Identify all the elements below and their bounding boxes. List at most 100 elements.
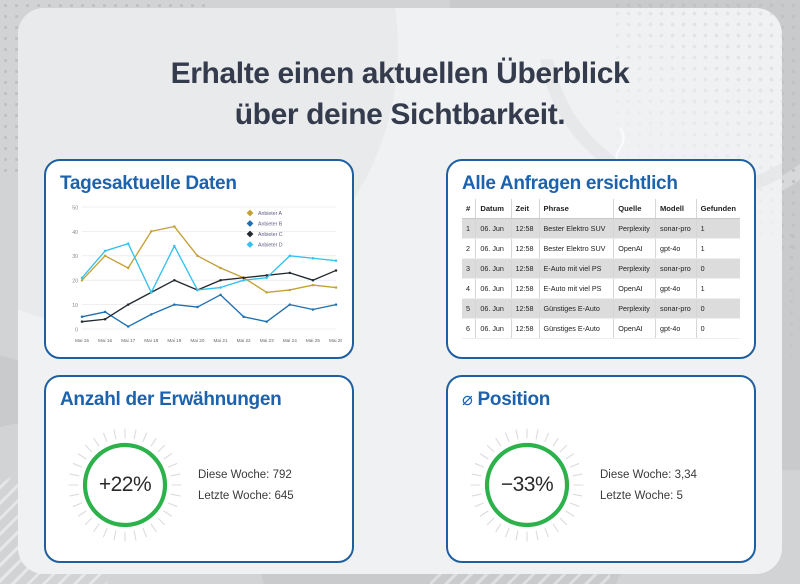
table-head: # Datum Zeit Phrase Quelle Modell Gefunden <box>462 199 740 219</box>
series-point <box>288 303 292 306</box>
table-cell: 06. Jun <box>475 258 511 279</box>
table-row[interactable]: 2 06. Jun 12:58 Bester Elektro SUV OpenAI gpt… <box>462 238 740 259</box>
table-cell: 12:58 <box>510 318 540 339</box>
series-point <box>103 254 107 258</box>
series-point <box>219 278 222 282</box>
table-cell: E-Auto mit viel PS <box>538 278 614 299</box>
headline-line-1: Erhalte einen aktuellen Überblick <box>170 57 630 90</box>
table-row[interactable]: 4 06. Jun 12:58 E-Auto mit viel PS OpenAI gpt… <box>462 278 740 299</box>
requests-table: # Datum Zeit Phrase Quelle Modell Gefunden 1 06… <box>462 199 740 339</box>
series-point <box>173 303 176 306</box>
table-row[interactable]: 6 06. Jun 12:58 Günstiges E-Auto OpenAI gpt-4… <box>462 318 740 339</box>
position-gauge: −33% <box>468 426 586 544</box>
gauge-ray <box>515 429 519 440</box>
table-cell: 12:58 <box>510 238 540 259</box>
gauge-ray <box>103 527 108 538</box>
legend-label: Anbieter C <box>258 232 283 238</box>
gauge-ray <box>77 453 87 460</box>
main-panel: Erhalte einen aktuellen Überblick über d… <box>18 8 782 574</box>
gauge-ray <box>93 437 100 447</box>
table-cell: Perplexity <box>613 298 656 319</box>
mentions-metric: +22% Diese Woche: 792 Letzte Woche: 645 <box>60 415 338 555</box>
gauge-ray <box>572 493 583 497</box>
table-cell: 12:58 <box>510 218 540 239</box>
series-point <box>150 313 153 316</box>
mentions-gauge-ring <box>82 442 168 528</box>
mentions-last-week: Letzte Woche: 645 <box>198 489 294 502</box>
table-cell: 5 <box>462 298 476 319</box>
gauge-ray <box>170 473 181 477</box>
x-axis-tick: Mai 16 <box>98 338 112 343</box>
y-axis-tick: 50 <box>72 205 78 211</box>
line-chart: 0 10 20 30 40 50 Mai 15 Mai 16 Mai 17 Mai 18 Mai 1… <box>60 199 342 349</box>
mentions-gauge-value: +22% <box>98 473 152 496</box>
table-col-0: # <box>462 199 476 219</box>
gauge-ray <box>535 530 539 541</box>
x-axis-tick: Mai 21 <box>214 338 228 343</box>
table-cell: 0 <box>695 298 740 319</box>
table-cell: Günstiges E-Auto <box>538 298 614 319</box>
table-header-row: # Datum Zeit Phrase Quelle Modell Gefunden <box>462 199 740 219</box>
table-row[interactable]: 1 06. Jun 12:58 Bester Elektro SUV Perplexit… <box>462 218 740 239</box>
gauge-ray <box>142 527 147 538</box>
mentions-gauge: +22% <box>66 426 184 544</box>
x-axis-tick: Mai 25 <box>306 338 320 343</box>
table-cell: 0 <box>695 258 740 279</box>
gauge-ray <box>471 493 482 497</box>
table-cell: 1 <box>695 218 740 239</box>
x-axis-tick: Mai 23 <box>260 338 274 343</box>
gauge-ray <box>569 463 580 468</box>
legend-label: Anbieter D <box>258 243 283 249</box>
x-axis-tick: Mai 20 <box>190 338 204 343</box>
gauge-ray <box>163 453 173 460</box>
x-axis-tick: Mai 26 <box>329 338 342 343</box>
gauge-ray <box>552 523 559 533</box>
series-line-2 <box>81 269 337 323</box>
series-point <box>219 266 222 270</box>
headline-line-2: über deine Sichtbarkeit. <box>234 97 566 131</box>
series-point <box>173 278 176 282</box>
series-point <box>196 288 199 292</box>
series-point <box>173 244 176 248</box>
table-cell: 1 <box>695 278 740 299</box>
gauge-ray <box>505 432 510 443</box>
table-cell: 06. Jun <box>475 318 511 339</box>
table-cell: Perplexity <box>613 258 656 279</box>
position-gauge-value: −33% <box>500 473 554 496</box>
table-row[interactable]: 3 06. Jun 12:58 E-Auto mit viel PS Perplexit… <box>462 258 740 279</box>
series-point <box>196 254 199 258</box>
y-axis-tick: 0 <box>75 327 78 333</box>
position-this-week: Diese Woche: 3,34 <box>600 468 697 481</box>
gauge-ray <box>150 437 157 447</box>
position-card-title: ⌀ Position <box>462 389 740 411</box>
gauge-ray <box>474 502 485 507</box>
table-cell: 06. Jun <box>475 298 511 319</box>
mentions-gauge-rays <box>68 428 182 542</box>
gauge-ray <box>133 530 137 541</box>
gauge-ray <box>559 444 568 453</box>
series-point <box>173 225 176 228</box>
series-point <box>265 274 268 277</box>
gauge-ray <box>544 432 549 443</box>
series-point <box>242 278 245 282</box>
gauge-ray <box>150 523 157 533</box>
position-gauge-rays <box>470 428 584 542</box>
series-point <box>150 230 153 233</box>
y-axis-tick: 40 <box>72 230 78 236</box>
table-body: 1 06. Jun 12:58 Bester Elektro SUV Perplexit… <box>462 218 740 339</box>
table-cell: 3 <box>462 258 476 279</box>
series-point <box>265 291 268 294</box>
table-cell: sonar-pro <box>654 298 697 319</box>
table-row[interactable]: 5 06. Jun 12:58 Günstiges E-Auto Perplexity s… <box>462 298 740 319</box>
table-cell: sonar-pro <box>654 218 697 239</box>
series-line-3 <box>81 242 337 294</box>
gauge-ray <box>479 510 489 517</box>
gauge-ray <box>505 527 510 538</box>
gauge-ray <box>72 502 83 507</box>
series-line-1 <box>81 294 337 328</box>
table-col-1: Datum <box>475 199 511 219</box>
gauge-ray <box>569 502 580 507</box>
gauge-ray <box>163 510 173 517</box>
gauge-ray <box>486 517 495 526</box>
gauge-ray <box>495 523 502 533</box>
